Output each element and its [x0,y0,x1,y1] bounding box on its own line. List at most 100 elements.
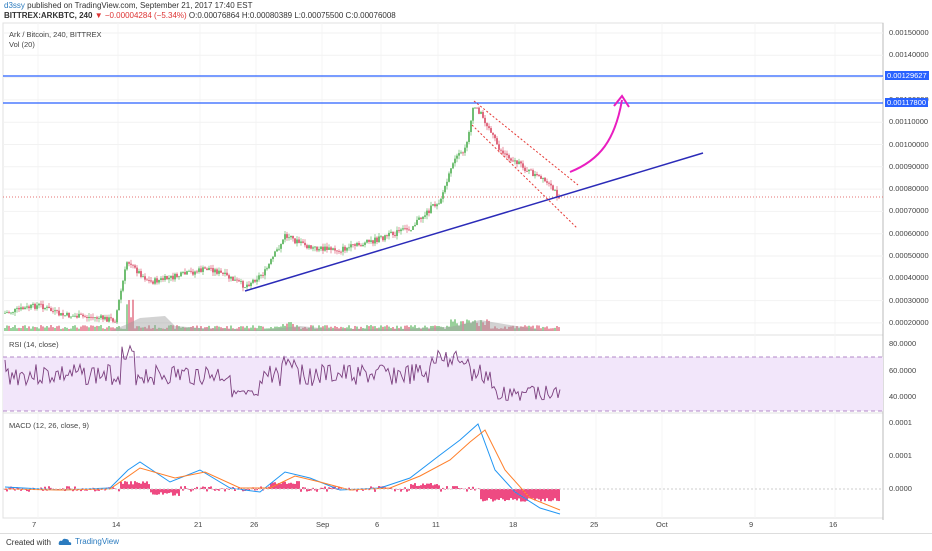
macd-tick: 0.0000 [889,484,912,493]
candle-body [350,244,352,247]
candle-body [552,185,554,190]
candle-body [52,311,54,312]
candle-body [280,244,282,249]
candle-body [118,300,120,311]
candle-body [328,247,330,250]
macd-hist-bar [510,489,512,498]
candle-body [174,274,176,279]
channel-upper-line[interactable] [474,101,578,185]
macd-hist-bar [486,489,488,500]
candle-body [132,265,134,266]
candle-body [134,265,136,267]
candle-body [204,267,206,268]
candle-body [172,276,174,280]
rsi-tick: 60.0000 [889,366,916,375]
candle-body [88,317,90,318]
candle-body [284,234,286,239]
chart-area[interactable] [0,0,932,533]
trendline[interactable] [245,153,703,291]
channel-lower-line[interactable] [472,125,577,228]
candle-body [10,313,12,314]
candle-body [344,247,346,251]
volume-bar [92,326,94,331]
candle-body [214,269,216,272]
time-tick: 7 [32,520,36,529]
candle-body [126,262,128,269]
candle-body [216,269,218,273]
volume-bar [52,327,54,331]
macd-hist-bar [438,485,440,489]
candle-body [158,280,160,283]
candle-body [506,154,508,156]
macd-hist-bar [128,484,130,489]
candle-body [522,163,524,167]
volume-bar [20,328,22,331]
price-tick: 0.00030000 [889,296,929,305]
cloud-icon [58,537,72,546]
candle-body [136,268,138,274]
candle-body [208,268,210,270]
volume-bar [56,326,58,331]
candle-body [30,305,32,308]
candle-body [412,226,414,230]
candle-body [432,204,434,205]
macd-hist-bar [170,489,172,492]
volume-bars [4,300,560,331]
volume-bar [46,326,48,331]
macd-hist-bar [122,484,124,489]
candle-body [78,314,80,318]
macd-hist-bar [162,489,164,495]
macd-hist-bar [504,489,506,501]
macd-hist-bar [524,489,526,502]
macd-hist-bar [158,489,160,494]
candle-body [270,259,272,264]
candle-body [100,315,102,317]
candle-body [42,304,44,309]
level-badge-2: 0.00117800 [885,98,928,107]
volume-bar [90,325,92,331]
candle-body [524,168,526,171]
macd-hist-bar [132,484,134,489]
main-pane-title: Ark / Bitcoin, 240, BITTREX [9,30,102,39]
candle-body [48,307,50,308]
candle-body [308,245,310,248]
candle-body [316,247,318,251]
candle-body [496,138,498,144]
candle-body [22,307,24,309]
macd-hist-bar [432,485,434,489]
macd-hist-bar [422,484,424,489]
tradingview-logo[interactable]: TradingView [58,537,119,546]
candle-body [90,317,92,318]
price-tick: 0.00090000 [889,162,929,171]
price-tick: 0.00080000 [889,184,929,193]
candle-body [548,183,550,184]
price-tick: 0.00150000 [889,28,929,37]
macd-hist-bar [148,484,150,489]
volume-bar [34,327,36,331]
candle-body [140,271,142,277]
candle-body [424,215,426,217]
vertical-grid [38,23,835,518]
candle-body [482,112,484,118]
candle-body [286,234,288,238]
candle-body [318,249,320,250]
macd-hist-bar [426,484,428,489]
candle-body [168,278,170,280]
macd-hist-bar [178,489,180,496]
candle-body [304,243,306,245]
candle-body [508,155,510,158]
candle-body [542,178,544,179]
candle-body [62,313,64,315]
footer: Created with TradingView [0,533,932,551]
candle-body [400,230,402,232]
candle-body [478,108,480,114]
candle-body [440,199,442,204]
candle-body [40,304,42,305]
candle-body [340,252,342,253]
candle-body [428,211,430,213]
macd-hist-bar [290,483,292,489]
rsi-tick: 40.0000 [889,392,916,401]
candle-body [406,228,408,229]
candle-body [416,220,418,225]
macd-hist-bar [424,485,426,489]
